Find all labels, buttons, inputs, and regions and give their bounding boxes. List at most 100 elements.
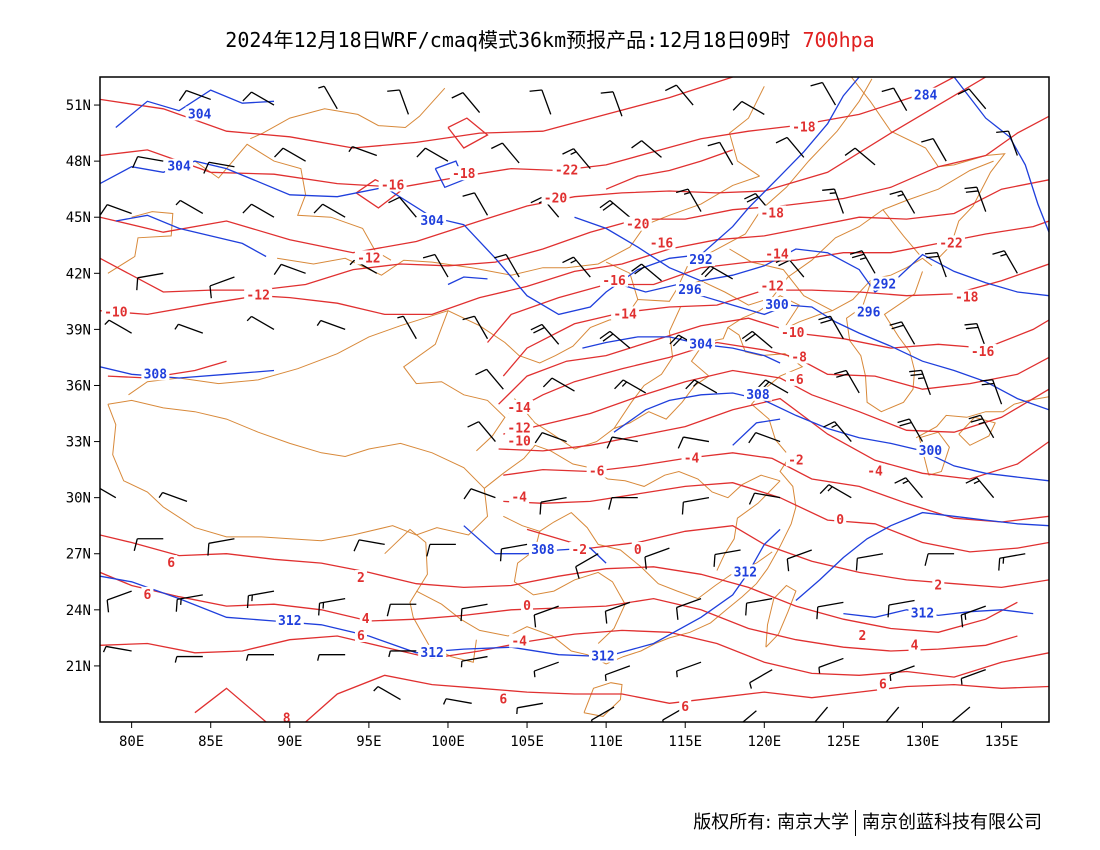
- height-contour: [732, 418, 781, 446]
- temperature-contour: [447, 117, 489, 149]
- height-label: 308: [746, 388, 770, 403]
- height-contour: [953, 77, 1049, 233]
- wind-barb: [604, 665, 631, 682]
- contour-label-bg: [586, 463, 607, 478]
- wind-barb: [426, 543, 456, 557]
- contour-label-bg: [631, 542, 644, 556]
- wind-barb: [775, 136, 805, 158]
- copyright-text: 版权所有: 南京大学: [693, 812, 849, 833]
- contour-label-bg: [541, 190, 570, 205]
- temperature-label: -16: [381, 178, 405, 193]
- wind-barb: [855, 553, 884, 571]
- temperature-label: -20: [626, 218, 650, 233]
- contour-label-bg: [743, 386, 772, 401]
- temperature-label: -10: [781, 326, 805, 341]
- contour-label-bg: [952, 289, 981, 304]
- height-label: 296: [678, 283, 702, 298]
- lon-tick-label: 110E: [589, 734, 623, 750]
- lat-tick-label: 36N: [66, 378, 91, 394]
- lon-tick-label: 115E: [668, 734, 702, 750]
- wind-barb: [887, 599, 915, 618]
- wind-barb: [881, 87, 908, 111]
- wind-barb: [590, 706, 615, 722]
- contour-label-bg: [528, 542, 557, 556]
- boundary-line: [583, 682, 623, 717]
- wind-barb: [992, 250, 1018, 274]
- wind-barb: [491, 142, 520, 164]
- wind-barb: [475, 368, 504, 390]
- wind-barb: [174, 323, 204, 334]
- contour-label-bg: [870, 276, 899, 291]
- wind-barb: [174, 655, 203, 663]
- boundary-line: [250, 87, 446, 140]
- contour-labels: -18-16-18 -22-20-20-16-18-14-12-16 -12-14-…: [101, 87, 997, 722]
- contour-label-bg: [509, 633, 530, 648]
- height-label: 304: [689, 337, 713, 352]
- contour-label-bg: [687, 252, 716, 267]
- wind-barb: [968, 414, 995, 439]
- wind-barb: [388, 196, 417, 218]
- boundary-line: [765, 584, 797, 648]
- wind-barb: [106, 590, 132, 613]
- contour-label-bg: [449, 166, 478, 181]
- wind-barb: [246, 315, 275, 330]
- wind-barb: [533, 661, 559, 678]
- wind-barb: [960, 605, 986, 628]
- wind-barb: [516, 702, 543, 715]
- height-contour: [795, 511, 1049, 601]
- temperature-label: -12: [357, 251, 380, 266]
- height-label: 312: [420, 646, 443, 661]
- contour-label-bg: [165, 158, 194, 173]
- wind-barb: [606, 436, 638, 449]
- temperature-label: -22: [939, 236, 962, 251]
- contour-label-bg: [762, 246, 791, 261]
- boundary-line: [513, 531, 626, 644]
- temperature-contour: [100, 571, 1018, 652]
- wind-barb: [318, 85, 338, 110]
- temperature-contour: [507, 341, 1049, 415]
- contour-label-bg: [679, 699, 692, 714]
- wind-barb: [530, 323, 560, 345]
- wind-barb: [677, 436, 710, 449]
- wind-barb: [849, 250, 876, 274]
- temperature-contour: [503, 369, 1049, 435]
- temperature-label: -4: [867, 464, 883, 479]
- title-text: 2024年12月18日WRF/cmaq模式36km预报产品:12月18日09时: [225, 28, 791, 52]
- contour-label-bg: [876, 676, 889, 691]
- contour-label-bg: [101, 304, 130, 319]
- wind-barb: [416, 147, 449, 162]
- wind-barb: [467, 421, 496, 442]
- wind-barb: [397, 315, 417, 340]
- height-contour: [100, 77, 860, 316]
- temperature-label: 0: [836, 513, 844, 528]
- lon-tick-label: 100E: [431, 734, 465, 750]
- wind-barb: [701, 265, 733, 280]
- temperature-label: -14: [613, 307, 637, 322]
- contour-label-bg: [856, 628, 869, 642]
- wind-barb: [599, 330, 631, 349]
- lon-tick-label: 105E: [510, 734, 544, 750]
- boundary-line: [384, 528, 477, 663]
- lon-tick-label: 130E: [906, 734, 940, 750]
- lat-tick-label: 33N: [66, 435, 91, 451]
- temperature-label: -14: [507, 401, 531, 416]
- wind-barb: [245, 654, 274, 661]
- lat-tick-label: 45N: [66, 210, 91, 226]
- contour-label-bg: [731, 564, 760, 579]
- wind-barb: [748, 432, 781, 444]
- temperature-label: 2: [357, 571, 365, 586]
- wind-barb: [203, 161, 235, 174]
- height-contour: [574, 216, 1049, 297]
- wind-barb: [422, 253, 449, 278]
- lat-tick-label: 51N: [66, 98, 91, 114]
- contour-label-bg: [552, 162, 581, 177]
- wind-barb: [960, 669, 986, 685]
- wind-barb: [353, 539, 385, 552]
- temperature-label: -8: [791, 350, 807, 365]
- contour-label-bg: [521, 598, 534, 613]
- wind-barb: [814, 706, 829, 722]
- boundary-line: [728, 86, 765, 177]
- contour-label-bg: [185, 106, 214, 121]
- wind-barb: [388, 650, 417, 658]
